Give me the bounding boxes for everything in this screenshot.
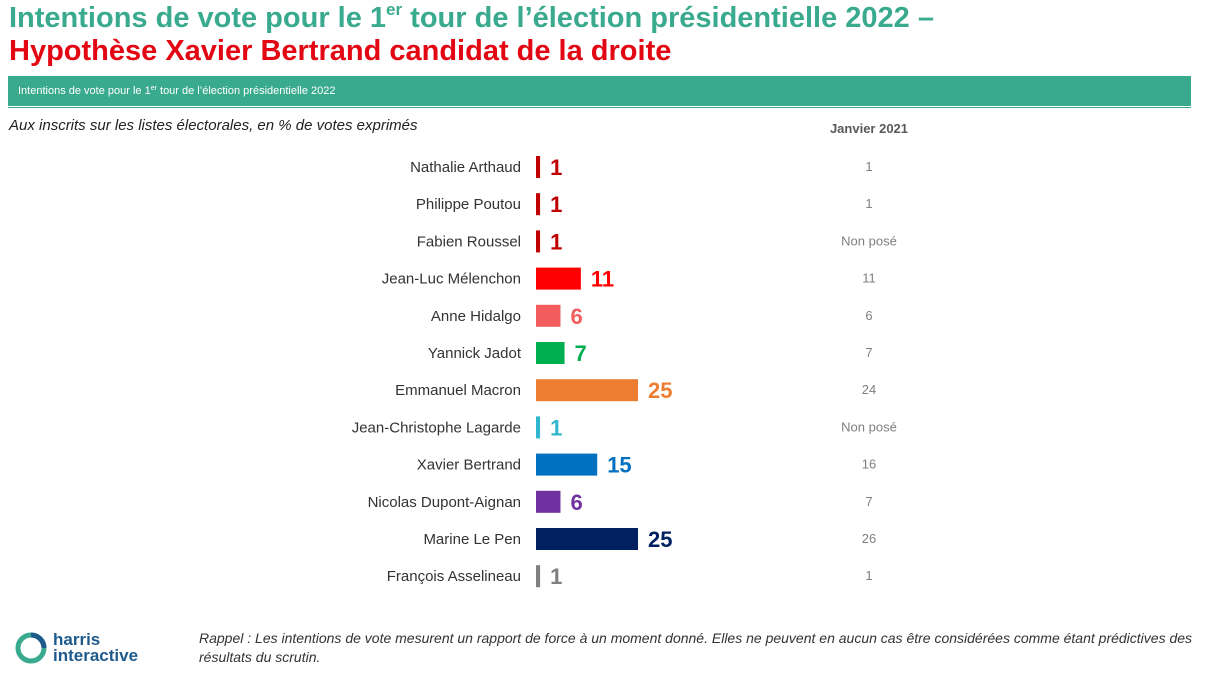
bar-value-label: 1 (550, 155, 562, 180)
page-title: Intentions de vote pour le 1er tour de l… (9, 0, 1209, 68)
comparison-value: 1 (865, 196, 872, 211)
candidate-label: Philippe Poutou (416, 196, 521, 213)
bar-value-label: 1 (550, 229, 562, 254)
comparison-value: 1 (865, 159, 872, 174)
candidate-label: Nicolas Dupont-Aignan (368, 494, 521, 511)
comparison-column-header: Janvier 2021 (829, 121, 909, 136)
bar-value-label: 6 (570, 304, 582, 329)
candidate-label: François Asselineau (387, 568, 521, 585)
candidate-label: Jean-Christophe Lagarde (352, 419, 521, 436)
bar-value-label: 25 (648, 378, 672, 403)
title-line-2: Hypothèse Xavier Bertrand candidat de la… (9, 35, 672, 67)
bar (536, 565, 541, 588)
title-line-1: Intentions de vote pour le 1er tour de l… (9, 0, 934, 34)
harris-interactive-logo-icon (15, 632, 47, 664)
candidate-label: Anne Hidalgo (431, 308, 521, 325)
candidate-label: Nathalie Arthaud (410, 159, 521, 176)
bar (536, 156, 541, 178)
candidate-label: Xavier Bertrand (417, 457, 521, 474)
footnote: Rappel : Les intentions de vote mesurent… (199, 630, 1193, 665)
bar-value-label: 25 (648, 527, 672, 552)
harris-interactive-logo: harris interactive (53, 630, 139, 665)
bar-value-label: 7 (575, 341, 587, 366)
comparison-value: Non posé (841, 419, 897, 434)
bar-value-label: 1 (550, 415, 562, 440)
bar-value-label: 15 (607, 453, 631, 478)
comparison-value: 7 (865, 494, 872, 509)
chart-subtitle: Aux inscrits sur les listes électorales,… (9, 117, 418, 134)
bar (536, 490, 561, 513)
bar (536, 193, 541, 216)
comparison-value: Non posé (841, 233, 897, 248)
bar (536, 528, 638, 550)
header-banner: Intentions de vote pour le 1er tour de l… (8, 76, 1191, 106)
bar (536, 416, 541, 439)
comparison-value: 11 (862, 271, 876, 286)
bar (536, 304, 561, 327)
banner-underline (8, 107, 1191, 108)
candidate-label: Fabien Roussel (417, 233, 521, 250)
bar (536, 342, 565, 364)
comparison-value: 7 (865, 345, 872, 360)
candidate-label: Emmanuel Macron (395, 382, 521, 399)
bar (536, 453, 598, 476)
bar (536, 379, 638, 402)
bar-value-label: 1 (550, 564, 562, 589)
candidate-label: Marine Le Pen (423, 531, 521, 548)
comparison-value: 26 (862, 531, 876, 546)
bar (536, 267, 581, 290)
comparison-value: 6 (865, 308, 872, 323)
bar-value-label: 11 (591, 267, 614, 292)
candidate-label: Yannick Jadot (428, 345, 522, 362)
comparison-value: 24 (862, 382, 876, 397)
bar-value-label: 6 (570, 490, 582, 515)
bar-value-label: 1 (550, 192, 562, 217)
comparison-value: 1 (865, 568, 872, 583)
candidate-label: Jean-Luc Mélenchon (382, 271, 521, 288)
comparison-value: 16 (862, 457, 876, 472)
bar (536, 230, 541, 253)
